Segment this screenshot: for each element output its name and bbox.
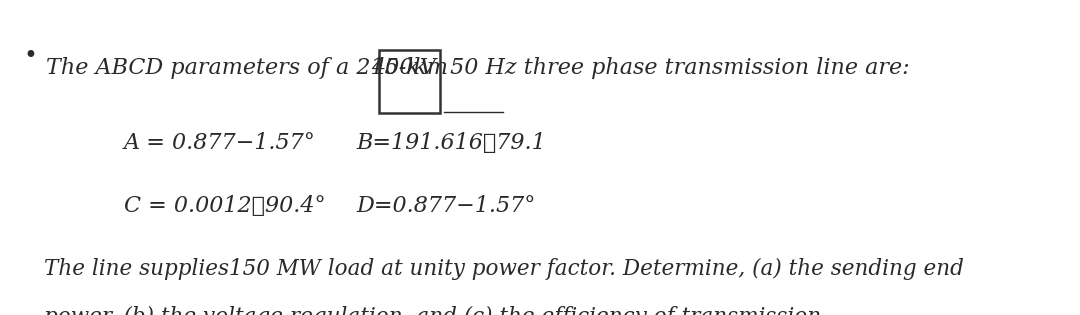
Text: D=0.877−1.57°: D=0.877−1.57° (356, 195, 536, 217)
Text: power, (b) the voltage regulation, and (c) the efficiency of transmission.: power, (b) the voltage regulation, and (… (44, 306, 828, 315)
Text: C = 0.0012∢90.4°: C = 0.0012∢90.4° (124, 195, 326, 217)
Text: •: • (24, 44, 37, 68)
Text: 50 Hz three phase transmission line are:: 50 Hz three phase transmission line are: (443, 57, 909, 79)
Text: The line supplies150 MW load at unity power factor. Determine, (a) the sending e: The line supplies150 MW load at unity po… (44, 258, 964, 280)
Text: 400km: 400km (370, 57, 448, 79)
Text: The ABCD parameters of a 215-kV: The ABCD parameters of a 215-kV (46, 57, 436, 79)
Text: A = 0.877−1.57°: A = 0.877−1.57° (124, 132, 316, 154)
Text: B=191.616∢79.1: B=191.616∢79.1 (356, 132, 546, 154)
